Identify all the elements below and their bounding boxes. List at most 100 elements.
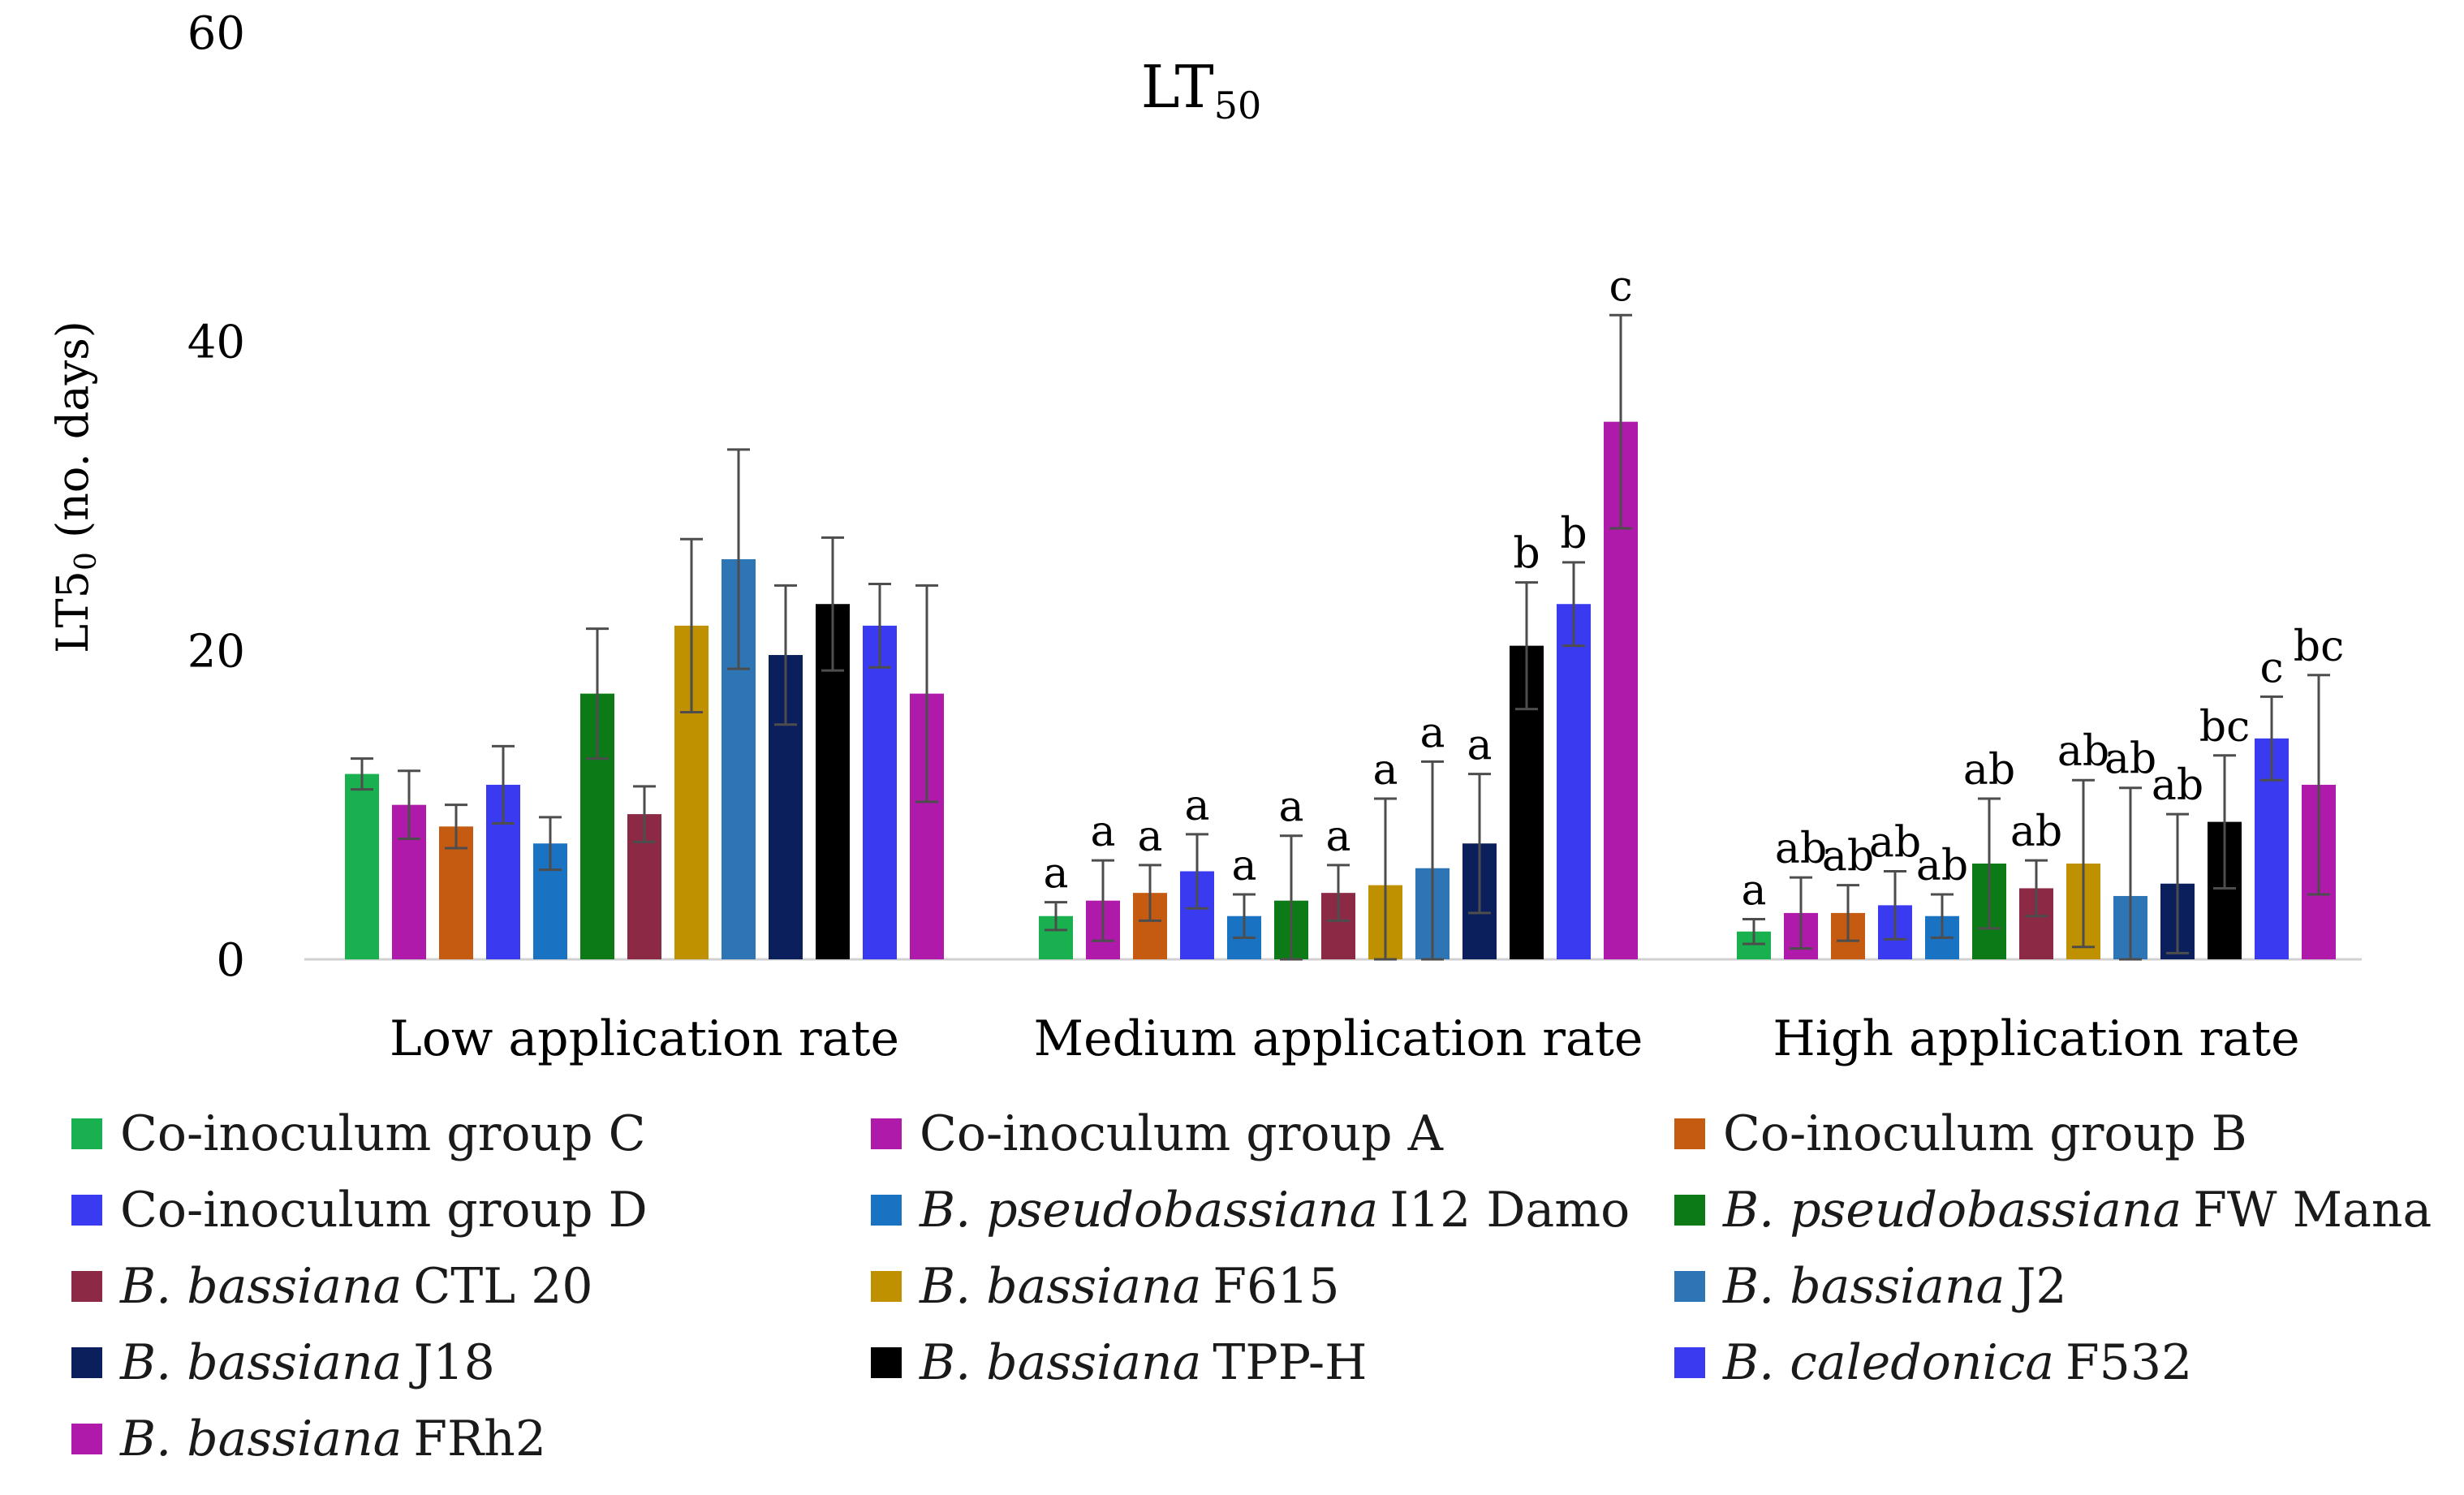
legend-item: Co-inoculum group A	[871, 1105, 1443, 1162]
x-category-label: High application rate	[1773, 1010, 2299, 1067]
legend-species: B. bassiana	[120, 1258, 403, 1315]
significance-label: ab	[1963, 746, 2015, 795]
error-bar	[1421, 760, 1444, 961]
legend-item: B. bassiana FRh2	[71, 1411, 546, 1467]
error-bar	[1280, 834, 1303, 961]
error-bar	[727, 448, 750, 670]
error-bar	[1978, 797, 2001, 930]
error-bars-layer	[351, 313, 2330, 961]
error-bar	[2260, 695, 2283, 782]
significance-label: b	[1513, 530, 1540, 579]
legend-swatch	[71, 1271, 102, 1302]
legend-item: B. bassiana TPP-H	[871, 1334, 1367, 1391]
legend-species: B. bassiana	[120, 1411, 403, 1467]
error-bar	[445, 804, 467, 850]
error-bar	[539, 816, 562, 872]
legend-swatch	[1674, 1347, 1705, 1378]
legend-swatch	[71, 1424, 102, 1454]
significance-label: a	[1372, 746, 1398, 795]
error-bar	[1609, 313, 1632, 530]
error-bar	[1515, 581, 1538, 711]
significance-label: ab	[2152, 761, 2203, 810]
legend-label: J18	[413, 1334, 495, 1391]
legend-species: B. bassiana	[920, 1258, 1202, 1315]
significance-label: a	[1137, 812, 1162, 861]
significance-label: ab	[2104, 735, 2156, 784]
legend-swatch	[871, 1347, 902, 1378]
legend-swatch	[71, 1118, 102, 1149]
legend-label: I12 Damo	[1389, 1182, 1630, 1239]
legend-swatch	[71, 1195, 102, 1226]
error-bar	[1790, 876, 1812, 950]
legend-item: B. caledonica F532	[1674, 1334, 2192, 1391]
error-bar	[2119, 786, 2142, 961]
legend-swatch	[1674, 1195, 1705, 1226]
legend-label: J2	[2016, 1258, 2067, 1315]
error-bar	[492, 744, 515, 825]
legend-item: B. bassiana CTL 20	[71, 1258, 593, 1315]
significance-label: ab	[1775, 825, 1827, 873]
error-bar	[1139, 864, 1161, 922]
error-bar	[1837, 884, 1859, 942]
y-axis-label-text: LT5	[47, 571, 98, 653]
y-tick-label: 60	[187, 7, 245, 60]
legend-label: CTL 20	[413, 1258, 593, 1315]
svg-text:LT50: LT50	[1141, 53, 1262, 127]
error-bar	[2166, 812, 2189, 954]
legend-swatch	[871, 1271, 902, 1302]
significance-label: a	[1325, 812, 1350, 861]
legend-label: Co-inoculum group C	[120, 1105, 646, 1162]
chart-title: LT50	[1141, 53, 1262, 127]
legend-item: B. bassiana J2	[1674, 1258, 2067, 1315]
significance-label: c	[2259, 644, 2283, 692]
legend-item: Co-inoculum group B	[1674, 1105, 2247, 1162]
significance-label: b	[1560, 510, 1587, 558]
error-bar	[633, 785, 656, 843]
error-bar	[1931, 893, 1954, 939]
error-bar	[2307, 674, 2330, 896]
y-axis-label-subscript: 0	[70, 552, 103, 571]
legend-species: B. bassiana	[1723, 1258, 2005, 1315]
y-axis-ticks: 0 20 40 60	[187, 7, 245, 987]
y-tick-label: 40	[187, 317, 245, 369]
error-bar	[774, 584, 797, 726]
x-category-label: Low application rate	[390, 1010, 899, 1067]
error-bar	[398, 769, 420, 841]
error-bar	[868, 582, 891, 669]
error-bar	[1092, 859, 1114, 942]
significance-label: a	[1419, 709, 1445, 757]
legend-label: Co-inoculum group A	[920, 1105, 1443, 1162]
legend-label: FRh2	[413, 1411, 546, 1467]
significance-label: a	[1467, 722, 1492, 770]
y-axis-label: LT50 (no. days)	[47, 321, 103, 653]
legend-species: B. bassiana	[920, 1334, 1202, 1391]
significance-label: ab	[2057, 727, 2109, 776]
significance-label: a	[1090, 808, 1115, 856]
legend-item: B. bassiana J18	[71, 1334, 495, 1391]
x-axis-category-labels: Low application rate Medium application r…	[390, 1010, 2300, 1067]
legend-species: B. bassiana	[120, 1334, 403, 1391]
error-bar	[1884, 870, 1906, 941]
error-bar	[2072, 778, 2095, 949]
error-bar	[1742, 918, 1765, 946]
legend-label: F532	[2066, 1334, 2193, 1391]
legend-label: FW Mana	[2193, 1182, 2432, 1239]
error-bar	[680, 537, 703, 713]
significance-label: ab	[2010, 808, 2062, 856]
error-bar	[2213, 754, 2236, 890]
legend-item: B. pseudobassiana I12 Damo	[871, 1182, 1630, 1239]
y-tick-label: 20	[187, 625, 245, 678]
error-bar	[1374, 797, 1397, 961]
legend-species: B. pseudobassiana	[1723, 1182, 2182, 1239]
legend-species: B. pseudobassiana	[920, 1182, 1379, 1239]
legend-swatch	[1674, 1271, 1705, 1302]
significance-label: a	[1741, 867, 1766, 916]
legend: Co-inoculum group C Co-inoculum group A Co…	[71, 1105, 2458, 1487]
significance-label: c	[1609, 262, 1632, 311]
error-bar	[1562, 561, 1585, 648]
svg-text:LT50 (no. days): LT50 (no. days)	[47, 321, 103, 653]
significance-label: a	[1043, 850, 1068, 898]
error-bar	[915, 584, 938, 804]
error-bar	[821, 536, 844, 672]
